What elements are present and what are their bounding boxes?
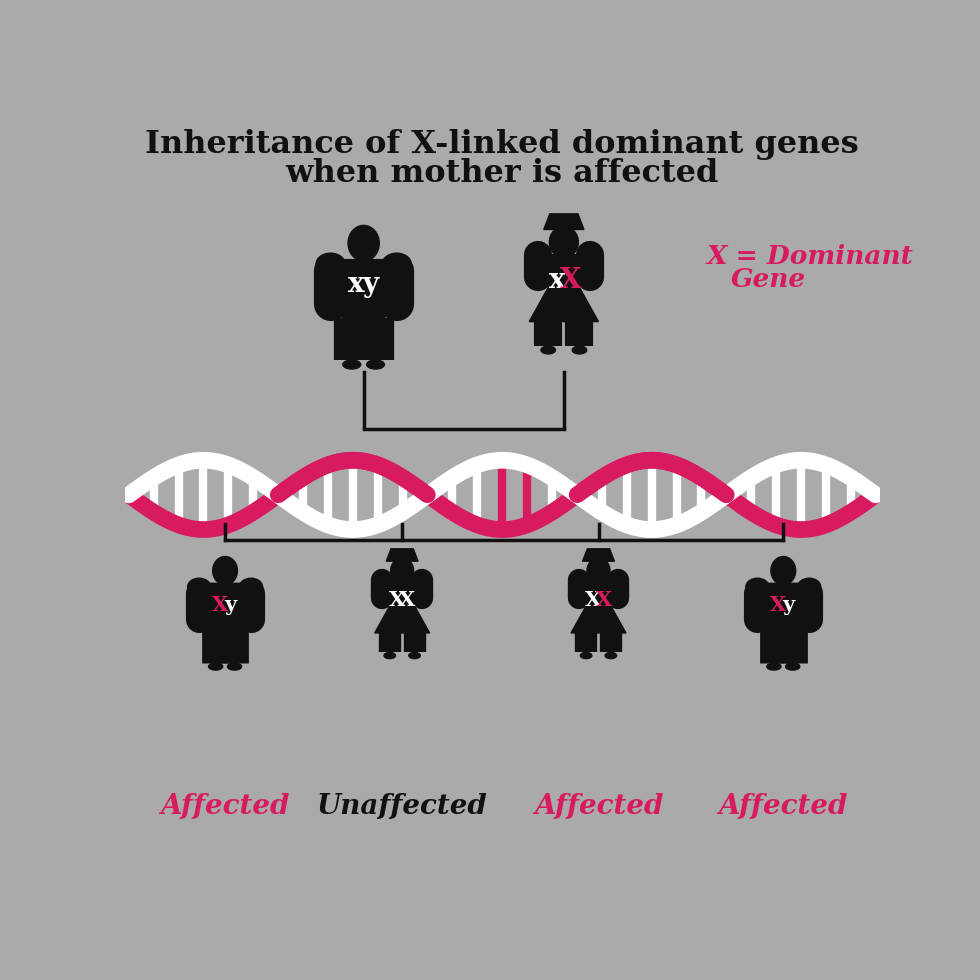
Text: X: X [560, 267, 581, 294]
Text: Affected: Affected [161, 793, 290, 820]
Text: x: x [549, 267, 565, 294]
Polygon shape [571, 605, 626, 633]
Polygon shape [386, 549, 418, 562]
Ellipse shape [227, 663, 241, 670]
Text: X: X [596, 590, 612, 611]
Text: X = Dominant: X = Dominant [707, 244, 913, 269]
Ellipse shape [550, 226, 578, 258]
Ellipse shape [213, 557, 237, 585]
Text: Affected: Affected [718, 793, 848, 820]
Text: x: x [349, 271, 365, 298]
Ellipse shape [587, 559, 610, 583]
Ellipse shape [786, 663, 800, 670]
Text: y: y [782, 595, 795, 614]
Ellipse shape [382, 253, 412, 275]
Ellipse shape [746, 578, 769, 596]
Polygon shape [575, 580, 621, 605]
Ellipse shape [239, 578, 263, 596]
Text: X: X [585, 590, 602, 611]
Ellipse shape [391, 559, 414, 583]
Ellipse shape [384, 653, 396, 659]
Ellipse shape [348, 225, 379, 261]
Polygon shape [329, 260, 398, 318]
Polygon shape [374, 605, 429, 633]
Text: Inheritance of X-linked dominant genes: Inheritance of X-linked dominant genes [145, 129, 859, 160]
Text: X: X [389, 590, 405, 611]
Polygon shape [379, 580, 425, 605]
Ellipse shape [409, 653, 420, 659]
Polygon shape [756, 583, 810, 629]
Ellipse shape [580, 653, 592, 659]
Ellipse shape [343, 360, 361, 369]
Polygon shape [529, 286, 599, 321]
Ellipse shape [572, 346, 587, 354]
Text: Gene: Gene [731, 267, 807, 292]
Ellipse shape [367, 360, 384, 369]
Polygon shape [198, 583, 253, 629]
Text: when mother is affected: when mother is affected [285, 158, 719, 188]
Text: y: y [363, 271, 378, 298]
Ellipse shape [209, 663, 222, 670]
Polygon shape [544, 214, 584, 229]
Ellipse shape [771, 557, 796, 585]
Text: Affected: Affected [534, 793, 663, 820]
Polygon shape [535, 255, 593, 286]
Text: Unaffected: Unaffected [317, 793, 487, 820]
Ellipse shape [317, 253, 345, 275]
Ellipse shape [766, 663, 781, 670]
Ellipse shape [798, 578, 820, 596]
Polygon shape [582, 549, 614, 562]
Text: y: y [224, 595, 236, 614]
Text: X: X [399, 590, 416, 611]
Text: X: X [770, 595, 786, 614]
Ellipse shape [187, 578, 211, 596]
Ellipse shape [605, 653, 616, 659]
Ellipse shape [541, 346, 556, 354]
Text: X: X [212, 595, 228, 614]
